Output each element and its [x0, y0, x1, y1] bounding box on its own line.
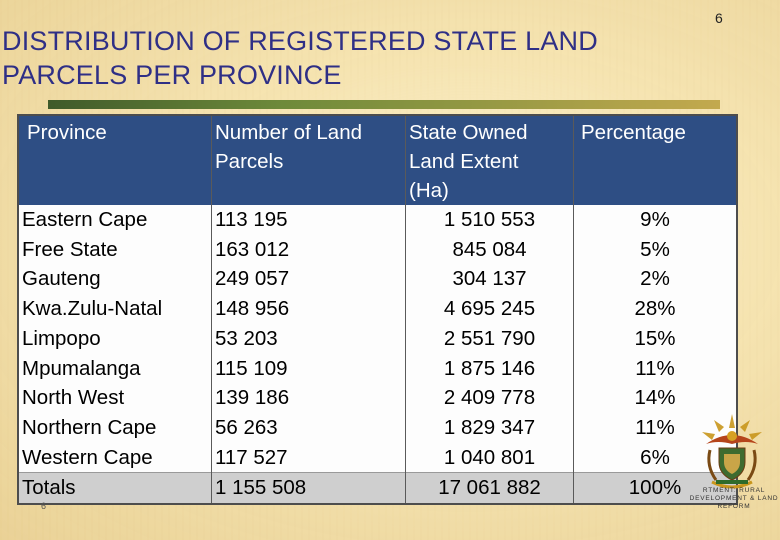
table-row: Kwa.Zulu-Natal 148 956 4 695 245 28% — [17, 294, 738, 324]
province-cell: Western Cape — [17, 442, 212, 473]
province-cell: Kwa.Zulu-Natal — [17, 294, 212, 324]
department-logo-text: RTMENT: RURAL DEVELOPMENT & LAND REFORM — [686, 487, 780, 511]
extent-cell: 1 875 146 — [405, 353, 574, 384]
totals-parcels: 1 155 508 — [211, 472, 406, 505]
totals-extent: 17 061 882 — [405, 472, 574, 505]
slide-title: DISTRIBUTION OF REGISTERED STATE LAND PA… — [2, 24, 714, 92]
footer-page-number: 6 — [41, 501, 47, 511]
percentage-cell: 9% — [573, 205, 738, 235]
extent-cell: 2 551 790 — [405, 323, 574, 354]
header-percentage: Percentage — [573, 115, 738, 205]
province-cell: Mpumalanga — [17, 353, 212, 384]
table-row: Western Cape 117 527 1 040 801 6% — [17, 442, 738, 473]
province-cell: Eastern Cape — [17, 205, 212, 235]
extent-cell: 4 695 245 — [405, 294, 574, 324]
extent-cell: 304 137 — [405, 264, 574, 295]
extent-cell: 1 829 347 — [405, 412, 574, 443]
totals-row: Totals 1 155 508 17 061 882 100% — [17, 472, 738, 505]
parcels-cell: 163 012 — [211, 234, 406, 265]
logo-text-line: DEVELOPMENT & LAND — [689, 495, 779, 502]
header-province: Province — [17, 115, 212, 205]
percentage-cell: 28% — [573, 294, 738, 324]
province-cell: Free State — [17, 234, 212, 265]
parcels-cell: 56 263 — [211, 412, 406, 443]
land-parcels-table: Province Number of Land Parcels State Ow… — [17, 114, 738, 506]
header-parcels: Number of Land Parcels — [211, 115, 406, 205]
table-header-row: Province Number of Land Parcels State Ow… — [17, 115, 738, 205]
table-row: Gauteng 249 057 304 137 2% — [17, 264, 738, 295]
totals-percentage: 100% — [573, 472, 738, 505]
province-cell: Gauteng — [17, 264, 212, 295]
table-row: Limpopo 53 203 2 551 790 15% — [17, 323, 738, 354]
slide-title-line1: DISTRIBUTION OF REGISTERED STATE LAND — [2, 26, 598, 56]
percentage-cell: 5% — [573, 234, 738, 265]
parcels-cell: 249 057 — [211, 264, 406, 295]
extent-cell: 2 409 778 — [405, 383, 574, 413]
parcels-cell: 115 109 — [211, 353, 406, 384]
parcels-cell: 53 203 — [211, 323, 406, 354]
logo-text-line: REFORM — [717, 503, 751, 510]
table-row: Northern Cape 56 263 1 829 347 11% — [17, 412, 738, 443]
percentage-cell: 15% — [573, 323, 738, 354]
header-extent: State Owned Land Extent (Ha) — [405, 115, 574, 205]
percentage-cell: 2% — [573, 264, 738, 295]
province-cell: North West — [17, 383, 212, 413]
parcels-cell: 117 527 — [211, 442, 406, 473]
extent-cell: 1 040 801 — [405, 442, 574, 473]
province-cell: Northern Cape — [17, 412, 212, 443]
totals-label: Totals — [17, 472, 212, 505]
table-row: Mpumalanga 115 109 1 875 146 11% — [17, 353, 738, 384]
extent-cell: 1 510 553 — [405, 205, 574, 235]
coat-of-arms-logo — [702, 414, 762, 489]
parcels-cell: 148 956 — [211, 294, 406, 324]
parcels-cell: 139 186 — [211, 383, 406, 413]
percentage-cell: 14% — [573, 383, 738, 413]
extent-cell: 845 084 — [405, 234, 574, 265]
logo-text-line: RTMENT: RURAL — [702, 487, 766, 494]
percentage-cell: 11% — [573, 353, 738, 384]
table-row: Eastern Cape 113 195 1 510 553 9% — [17, 205, 738, 235]
table-row: North West 139 186 2 409 778 14% — [17, 383, 738, 413]
page-number: 6 — [715, 10, 723, 26]
title-underline-bar — [48, 100, 720, 109]
table-row: Free State 163 012 845 084 5% — [17, 234, 738, 265]
slide-title-line2: PARCELS PER PROVINCE — [2, 60, 342, 90]
parcels-cell: 113 195 — [211, 205, 406, 235]
province-cell: Limpopo — [17, 323, 212, 354]
